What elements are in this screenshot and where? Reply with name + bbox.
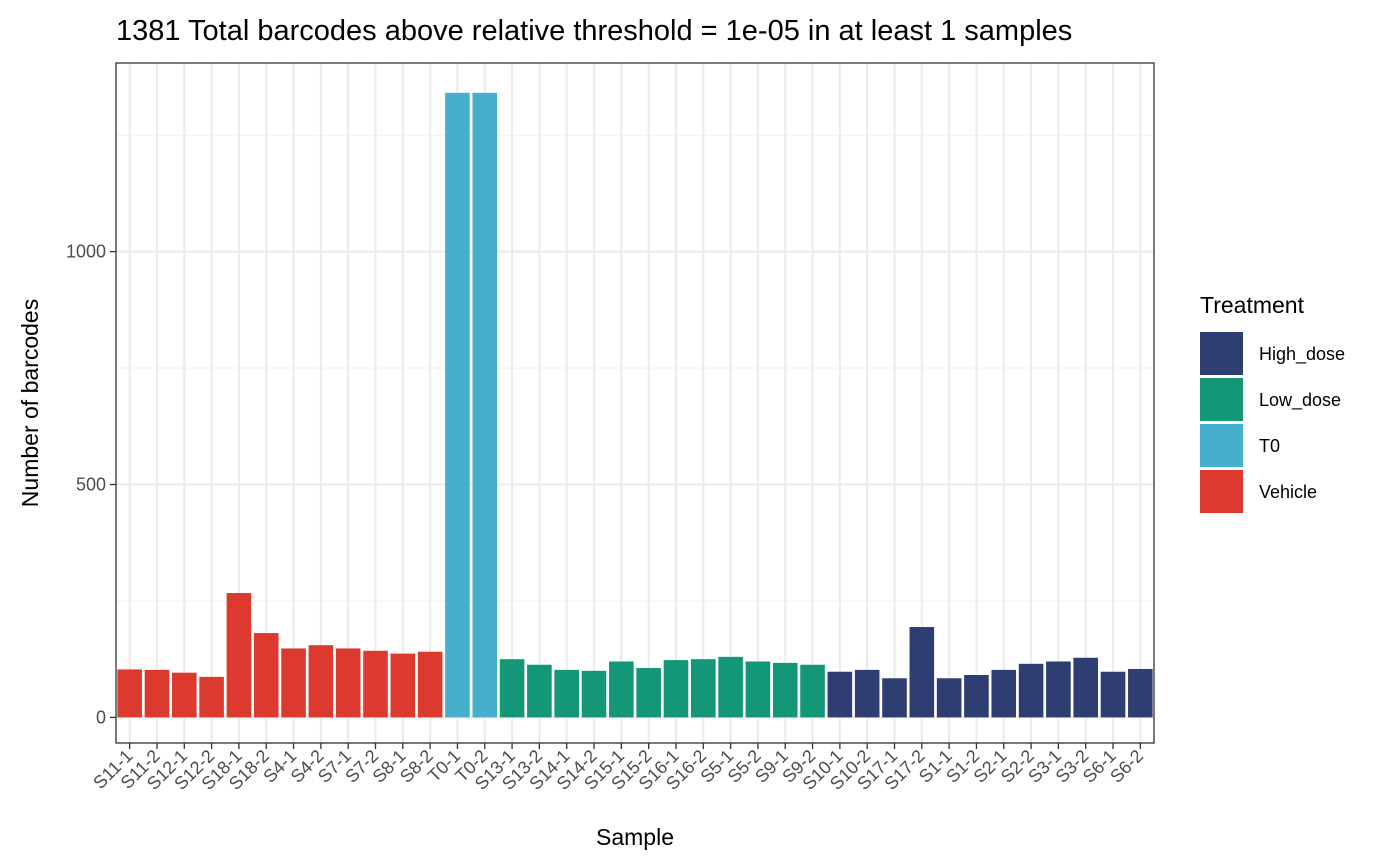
x-axis-title: Sample bbox=[596, 824, 674, 850]
x-tick-label: S6-2 bbox=[1106, 746, 1147, 787]
x-axis: S11-1S11-2S12-1S12-2S18-1S18-2S4-1S4-2S7… bbox=[89, 743, 1147, 794]
bar-S8-2 bbox=[417, 651, 443, 718]
chart-title: 1381 Total barcodes above relative thres… bbox=[116, 15, 1072, 47]
bar-S18-1 bbox=[226, 593, 252, 718]
y-tick-label: 500 bbox=[76, 475, 106, 495]
legend-key bbox=[1200, 470, 1243, 513]
bar-S4-1 bbox=[281, 648, 306, 718]
bar-S13-2 bbox=[527, 664, 552, 718]
plot-panel-border bbox=[115, 62, 1155, 744]
bar-S14-1 bbox=[554, 669, 580, 718]
bar-S12-1 bbox=[171, 672, 197, 718]
y-axis: 0 500 1000 bbox=[66, 242, 116, 727]
bar-S3-1 bbox=[1046, 661, 1071, 718]
bar-S16-1 bbox=[663, 660, 689, 718]
bar-S1-2 bbox=[964, 675, 989, 718]
bar-S7-1 bbox=[335, 648, 361, 718]
bar-S18-2 bbox=[253, 633, 279, 718]
y-tick-label: 0 bbox=[96, 707, 106, 727]
legend-key bbox=[1200, 378, 1243, 421]
bar-S5-2 bbox=[745, 661, 771, 718]
legend-key bbox=[1200, 424, 1243, 467]
bar-S10-1 bbox=[827, 671, 853, 718]
bar-S9-2 bbox=[800, 664, 825, 718]
bar-S10-2 bbox=[854, 669, 880, 718]
bar-S15-2 bbox=[636, 668, 661, 718]
bar-S4-2 bbox=[308, 645, 334, 718]
bar-S3-2 bbox=[1073, 657, 1099, 718]
legend: Treatment High_dose Low_dose T0 Vehicle bbox=[1200, 292, 1345, 513]
legend-label: Low_dose bbox=[1259, 390, 1341, 411]
bar-S17-2 bbox=[909, 627, 935, 718]
legend-label: High_dose bbox=[1259, 344, 1345, 365]
bar-S12-2 bbox=[199, 676, 224, 718]
bars bbox=[117, 92, 1153, 718]
y-tick-label: 1000 bbox=[66, 242, 106, 262]
bar-T0-1 bbox=[445, 92, 470, 718]
bar-S13-1 bbox=[499, 659, 525, 718]
bar-S15-1 bbox=[609, 661, 634, 718]
bar-S5-1 bbox=[718, 656, 743, 718]
bar-S6-1 bbox=[1100, 671, 1126, 718]
legend-key bbox=[1200, 332, 1243, 375]
legend-title: Treatment bbox=[1200, 292, 1305, 318]
bar-S7-2 bbox=[363, 650, 388, 718]
legend-label: T0 bbox=[1259, 436, 1280, 456]
bar-S16-2 bbox=[690, 659, 716, 718]
bar-S2-2 bbox=[1018, 663, 1044, 718]
plot-panel-background bbox=[116, 63, 1154, 743]
bar-S17-1 bbox=[882, 678, 907, 718]
bar-S2-1 bbox=[991, 669, 1017, 718]
bar-S11-1 bbox=[117, 669, 142, 718]
bar-S1-1 bbox=[936, 678, 962, 718]
bar-S6-2 bbox=[1128, 668, 1153, 718]
legend-label: Vehicle bbox=[1259, 482, 1317, 502]
bar-S11-2 bbox=[144, 669, 170, 718]
bar-S14-2 bbox=[581, 670, 607, 718]
bar-S9-1 bbox=[772, 662, 798, 718]
bar-S8-1 bbox=[390, 653, 416, 718]
bar-T0-2 bbox=[472, 92, 498, 718]
y-axis-title: Number of barcodes bbox=[17, 299, 43, 507]
